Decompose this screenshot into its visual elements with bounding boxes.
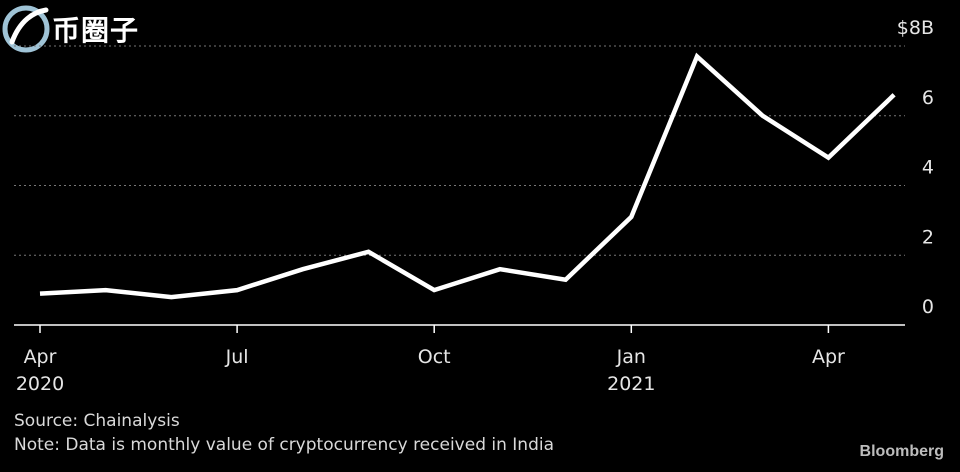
x-tick-label: Apr [812, 346, 845, 368]
series-layer [39, 52, 896, 300]
x-tick-label: Jul [225, 346, 249, 368]
source-note: Source: Chainalysis [14, 411, 180, 431]
gridlines [14, 45, 905, 256]
y-tick-label: 0 [922, 296, 934, 318]
x-tick-year-label: 2020 [16, 373, 64, 395]
x-tick-year-label: 2021 [607, 373, 655, 395]
y-tick-label: $8B [897, 17, 934, 39]
line-chart: 0 2 4 6 $8B Apr 2020 Jul Oct Jan 2021 Apr [14, 17, 934, 395]
x-axis: Apr 2020 Jul Oct Jan 2021 Apr [14, 324, 905, 395]
x-tick-label: Jan [616, 346, 646, 368]
bloomberg-logo: Bloomberg [859, 443, 944, 460]
y-tick-label: 4 [922, 157, 934, 179]
y-tick-label: 2 [922, 226, 934, 248]
watermark-text: 币圈子 [52, 14, 140, 47]
y-axis-labels: 0 2 4 6 $8B [897, 17, 934, 318]
y-tick-label: 6 [922, 87, 934, 109]
watermark-logo: 币圈子 [0, 0, 160, 58]
logo-swirl-icon [2, 5, 50, 53]
x-tick-label: Apr [24, 346, 57, 368]
data-note: Note: Data is monthly value of cryptocur… [14, 435, 555, 455]
x-tick-label: Oct [418, 346, 451, 368]
series-line-crypto-received [39, 52, 896, 300]
